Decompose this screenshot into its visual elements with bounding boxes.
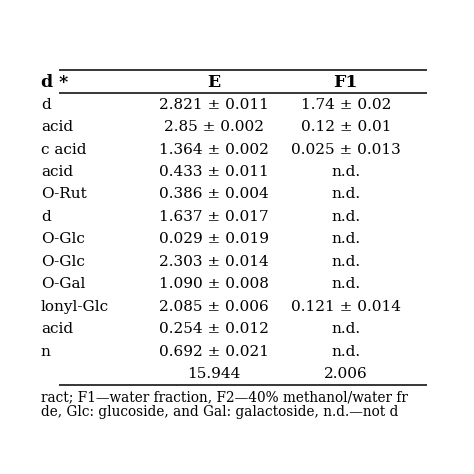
Text: 2.006: 2.006 xyxy=(324,367,368,381)
Text: n.d.: n.d. xyxy=(331,345,360,359)
Text: d: d xyxy=(41,98,51,111)
Text: de, Glc: glucoside, and Gal: galactoside, n.d.—not d: de, Glc: glucoside, and Gal: galactoside… xyxy=(41,405,398,419)
Text: 2.085 ± 0.006: 2.085 ± 0.006 xyxy=(159,300,268,314)
Text: d: d xyxy=(41,210,51,224)
Text: ract; F1—water fraction, F2—40% methanol/water fr: ract; F1—water fraction, F2—40% methanol… xyxy=(41,390,408,404)
Text: d *: d * xyxy=(41,74,68,91)
Text: 0.12 ± 0.01: 0.12 ± 0.01 xyxy=(301,120,391,134)
Text: c acid: c acid xyxy=(41,143,86,156)
Text: n.d.: n.d. xyxy=(331,210,360,224)
Text: n.d.: n.d. xyxy=(331,277,360,292)
Text: 0.386 ± 0.004: 0.386 ± 0.004 xyxy=(159,187,268,201)
Text: acid: acid xyxy=(41,120,73,134)
Text: 0.029 ± 0.019: 0.029 ± 0.019 xyxy=(158,232,269,246)
Text: O-Rut: O-Rut xyxy=(41,187,87,201)
Text: 1.090 ± 0.008: 1.090 ± 0.008 xyxy=(159,277,268,292)
Text: 0.025 ± 0.013: 0.025 ± 0.013 xyxy=(291,143,401,156)
Text: 2.85 ± 0.002: 2.85 ± 0.002 xyxy=(164,120,264,134)
Text: 2.821 ± 0.011: 2.821 ± 0.011 xyxy=(159,98,268,111)
Text: 1.74 ± 0.02: 1.74 ± 0.02 xyxy=(301,98,391,111)
Text: 15.944: 15.944 xyxy=(187,367,240,381)
Text: n.d.: n.d. xyxy=(331,187,360,201)
Text: n.d.: n.d. xyxy=(331,165,360,179)
Text: O-Glc: O-Glc xyxy=(41,232,85,246)
Text: n.d.: n.d. xyxy=(331,255,360,269)
Text: 0.254 ± 0.012: 0.254 ± 0.012 xyxy=(159,322,268,336)
Text: 2.303 ± 0.014: 2.303 ± 0.014 xyxy=(159,255,268,269)
Text: n: n xyxy=(41,345,51,359)
Text: acid: acid xyxy=(41,322,73,336)
Text: 1.364 ± 0.002: 1.364 ± 0.002 xyxy=(159,143,268,156)
Text: O-Glc: O-Glc xyxy=(41,255,85,269)
Text: F1: F1 xyxy=(334,74,358,91)
Text: n.d.: n.d. xyxy=(331,232,360,246)
Text: 1.637 ± 0.017: 1.637 ± 0.017 xyxy=(159,210,268,224)
Text: n.d.: n.d. xyxy=(331,322,360,336)
Text: 0.692 ± 0.021: 0.692 ± 0.021 xyxy=(158,345,269,359)
Text: 0.433 ± 0.011: 0.433 ± 0.011 xyxy=(159,165,268,179)
Text: E: E xyxy=(207,74,220,91)
Text: lonyl-Glc: lonyl-Glc xyxy=(41,300,109,314)
Text: O-Gal: O-Gal xyxy=(41,277,85,292)
Text: 0.121 ± 0.014: 0.121 ± 0.014 xyxy=(291,300,401,314)
Text: acid: acid xyxy=(41,165,73,179)
